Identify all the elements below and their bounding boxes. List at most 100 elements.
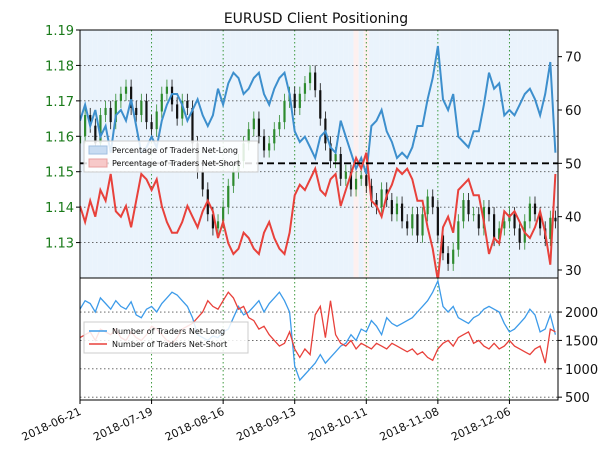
regime-band	[501, 30, 507, 278]
regime-band	[465, 30, 472, 278]
price-tick-label: 1.19	[45, 24, 74, 39]
candle-body	[518, 228, 521, 243]
date-tick-label: 2018-11-08	[378, 405, 441, 444]
candle-body	[539, 214, 542, 229]
candle-body	[503, 221, 506, 229]
regime-band	[373, 30, 380, 278]
candle-body	[400, 203, 404, 222]
candle-body	[135, 107, 138, 116]
candle-body	[416, 214, 419, 236]
candle-body	[492, 214, 496, 240]
percentage-tick-label: 60	[565, 104, 582, 119]
candle-body	[477, 214, 480, 229]
candle-body	[528, 203, 531, 222]
count-tick-label: 1000	[565, 363, 598, 378]
regime-band	[491, 30, 497, 278]
candle-body	[395, 203, 399, 215]
candle-body	[109, 107, 112, 123]
candle-body	[533, 203, 537, 215]
regime-band	[430, 30, 436, 278]
price-tick-label: 1.13	[45, 237, 74, 252]
regime-band	[547, 30, 553, 278]
regime-band	[379, 30, 385, 278]
top-panel: 1.131.141.151.161.171.181.19 3040506070 …	[45, 24, 582, 279]
count-axis: 500 1000 1500 2000	[558, 306, 598, 406]
regime-band	[409, 30, 415, 278]
price-axis: 1.13 1.14 1.15 1.16 1.17 1.18 1.19	[45, 24, 80, 252]
candle-body	[334, 154, 337, 162]
regime-band	[486, 30, 492, 278]
date-axis: 2018-06-21 2018-07-19 2018-08-16 2018-09-13…	[20, 400, 513, 444]
percentage-tick-label: 50	[565, 157, 582, 172]
candle-body	[155, 111, 158, 130]
chart-title: EURUSD Client Positioning	[224, 11, 408, 27]
regime-band	[450, 30, 456, 278]
regime-band	[256, 30, 262, 278]
candle-body	[94, 125, 97, 144]
regime-band	[414, 30, 420, 278]
regime-band	[384, 30, 390, 278]
regime-band	[425, 30, 431, 278]
candle-body	[308, 72, 312, 84]
candle-body	[222, 207, 225, 222]
candle-body	[273, 129, 276, 144]
regime-band	[445, 30, 451, 278]
regime-band	[368, 30, 374, 278]
price-tick-label: 1.18	[45, 59, 74, 74]
candle-body	[431, 196, 434, 208]
candle-body	[360, 175, 363, 179]
candle-body	[252, 118, 255, 130]
candle-body	[119, 93, 122, 101]
candle-body	[329, 143, 332, 162]
date-tick-label: 2018-08-16	[163, 405, 226, 444]
date-tick-label: 2018-07-19	[91, 405, 154, 444]
percentage-lines	[80, 45, 557, 278]
regime-band	[511, 30, 518, 278]
regime-band	[537, 30, 543, 278]
legend-bottom: Number of Traders Net-Long Number of Tra…	[83, 321, 249, 354]
candle-body	[278, 122, 281, 130]
regime-band	[471, 30, 477, 278]
regime-band	[287, 30, 293, 278]
regime-band	[394, 30, 400, 278]
count-tick-label: 500	[565, 391, 590, 406]
regime-band	[297, 30, 303, 278]
candle-body	[426, 196, 429, 215]
regime-band	[80, 30, 83, 278]
date-tick-label: 2018-10-11	[306, 405, 369, 444]
regime-band	[404, 30, 410, 278]
candle-body	[216, 221, 220, 229]
candle-body	[104, 107, 107, 116]
candle-body	[472, 214, 475, 216]
candle-body	[268, 143, 271, 151]
candle-body	[165, 86, 169, 94]
candle-body	[411, 214, 414, 229]
regime-band	[419, 30, 426, 278]
candle-body	[84, 115, 87, 137]
candle-body	[452, 249, 455, 264]
candle-body	[247, 129, 250, 144]
candle-body	[554, 217, 557, 222]
candle-body	[457, 221, 460, 250]
regime-band	[460, 30, 466, 278]
candle-body	[140, 100, 143, 116]
candle-body	[446, 253, 450, 264]
legend-label-net-short: Percentage of Traders Net-Short	[112, 159, 240, 168]
candle-body	[314, 72, 317, 91]
price-tick-label: 1.15	[45, 166, 74, 181]
price-tick-label: 1.14	[45, 201, 74, 216]
regime-band	[517, 30, 523, 278]
regime-band	[358, 30, 364, 278]
candle-body	[467, 200, 470, 215]
date-tick-label: 2018-09-13	[235, 405, 298, 444]
candle-body	[549, 217, 552, 240]
regime-band	[542, 30, 548, 278]
candle-body	[186, 100, 189, 108]
regime-band	[353, 30, 359, 278]
candle-body	[232, 171, 235, 186]
candle-body	[339, 154, 342, 179]
regime-band	[317, 30, 323, 278]
series-line-net-short-pct	[80, 152, 557, 278]
